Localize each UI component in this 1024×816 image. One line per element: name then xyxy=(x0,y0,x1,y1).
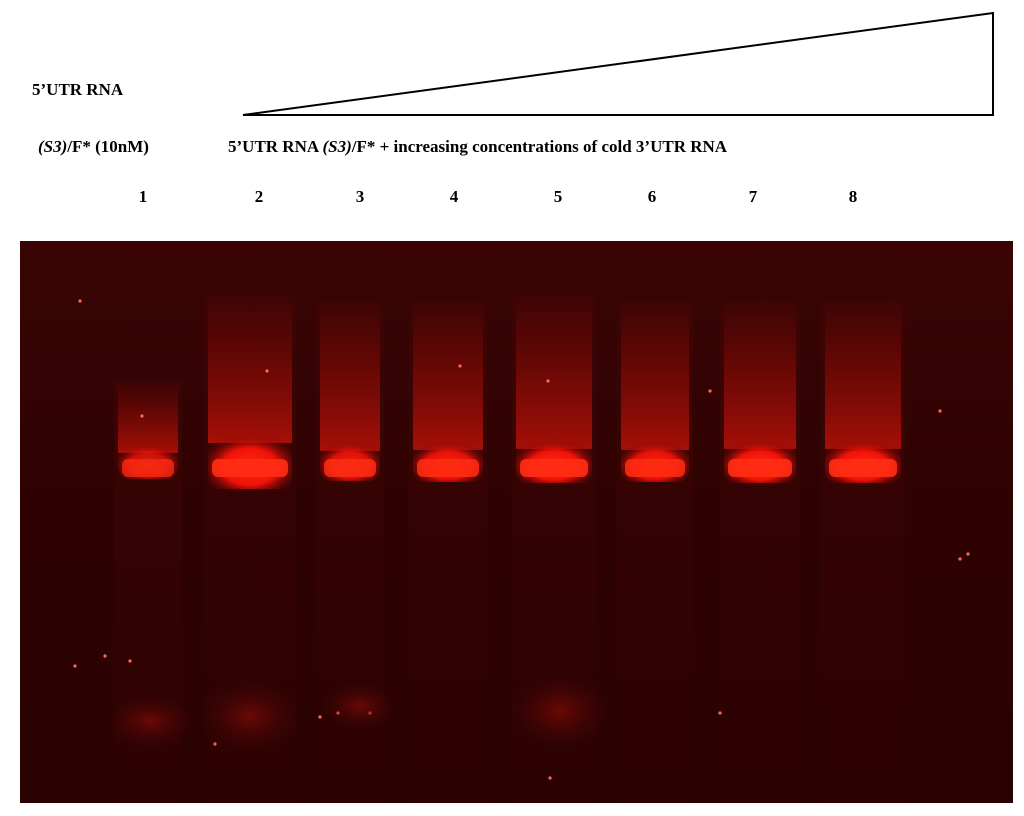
lane-number: 2 xyxy=(254,187,264,206)
gel-lane-smear xyxy=(118,381,178,453)
gel-lane-smear xyxy=(413,301,483,450)
left-header-subtitle-italic: (S3) xyxy=(38,137,68,156)
gel-speck xyxy=(548,776,552,780)
gel-speck xyxy=(103,654,107,658)
gel-speck xyxy=(140,414,144,418)
gel-lane-smear xyxy=(724,301,796,449)
increasing-concentration-triangle-icon xyxy=(242,11,994,116)
gel-speck xyxy=(966,552,970,556)
lane-number: 1 xyxy=(138,187,148,206)
gel-speck xyxy=(458,364,462,368)
right-header-suffix: /F* + increasing concentrations of cold … xyxy=(351,137,728,156)
lane-number: 3 xyxy=(355,187,365,206)
lane-number: 8 xyxy=(848,187,858,206)
lane-number: 5 xyxy=(553,187,563,206)
left-header-subtitle-rest: /F* (10nM) xyxy=(67,137,149,156)
gel-band-core xyxy=(829,459,897,477)
gel-speck xyxy=(318,715,322,719)
lane-number: 6 xyxy=(647,187,657,206)
lane-number: 4 xyxy=(449,187,459,206)
gel-speck xyxy=(128,659,132,663)
gel-speck xyxy=(78,299,82,303)
right-header: 5’UTR RNA (S3)/F* + increasing concentra… xyxy=(228,137,727,157)
gel-lane-smear xyxy=(516,296,592,449)
gel-lane-smear xyxy=(825,301,901,449)
gel-image xyxy=(20,241,1013,803)
gel-band-core xyxy=(417,459,479,477)
gel-speck xyxy=(265,369,269,373)
right-header-prefix: 5’UTR RNA xyxy=(228,137,323,156)
right-header-italic: (S3) xyxy=(322,137,352,156)
gel-speck xyxy=(938,409,942,413)
gel-band-core xyxy=(212,459,288,477)
gel-band-core xyxy=(728,459,792,477)
left-header-title-text: 5’UTR RNA xyxy=(32,80,124,99)
gel-lane-smear xyxy=(208,296,292,443)
gel-lane-smear xyxy=(621,301,689,450)
gel-speck xyxy=(718,711,722,715)
gel-band-core xyxy=(122,459,174,477)
gel-speck xyxy=(546,379,550,383)
gel-lane-smear xyxy=(320,301,380,451)
left-header-title: 5’UTR RNA xyxy=(32,80,123,100)
gel-speck xyxy=(73,664,77,668)
gel-band-core xyxy=(324,459,376,477)
gel-speck xyxy=(958,557,962,561)
gel-band-core xyxy=(520,459,588,477)
lane-number: 7 xyxy=(748,187,758,206)
gel-band-core xyxy=(625,459,685,477)
gel-speck xyxy=(708,389,712,393)
left-header-subtitle: (S3)/F* (10nM) xyxy=(38,137,149,157)
